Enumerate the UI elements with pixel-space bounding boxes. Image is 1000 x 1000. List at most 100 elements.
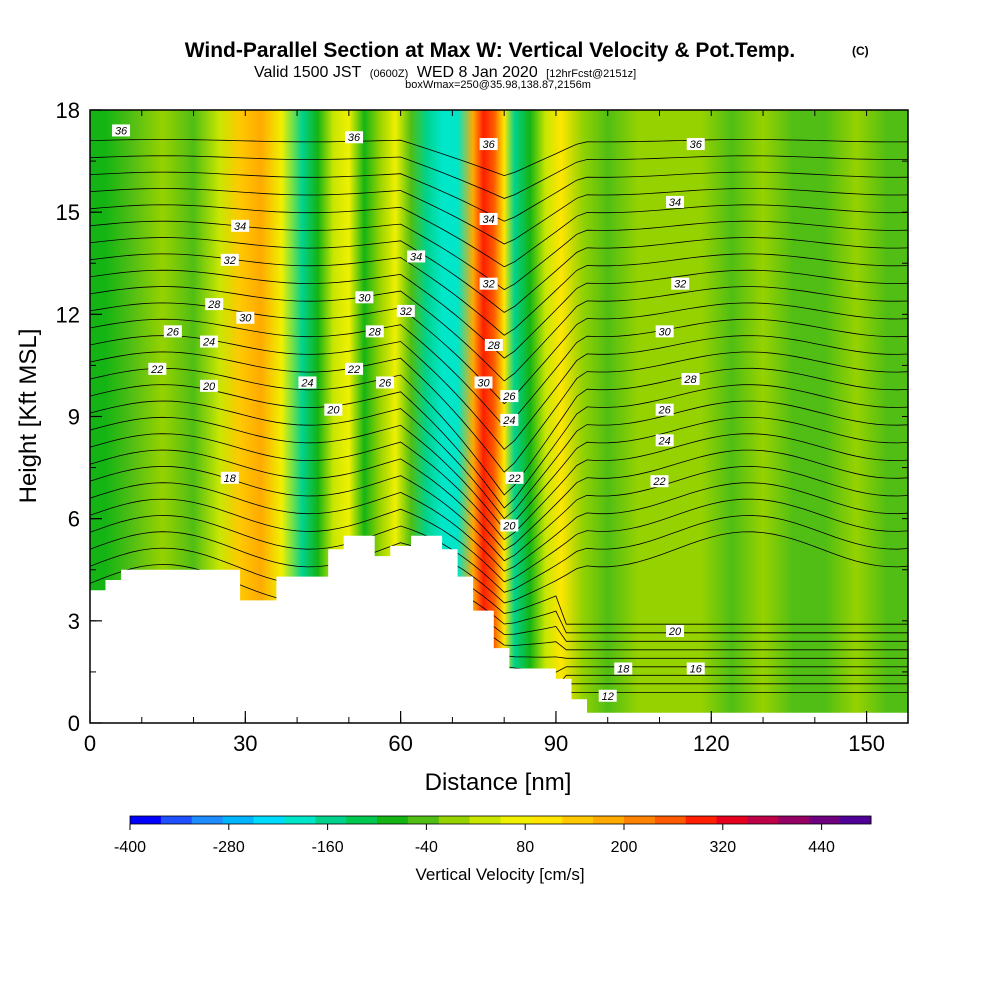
contour-label-bg xyxy=(112,124,131,137)
colorbar-frame xyxy=(129,815,872,825)
contour-label: 36 xyxy=(348,132,361,144)
subtitle-forecast: [12hrFcst@2151z] xyxy=(546,68,636,80)
contour-label-bg xyxy=(500,390,519,403)
isentrope-line xyxy=(90,188,908,245)
y-tick-label: 12 xyxy=(56,302,80,327)
y-tick-label: 0 xyxy=(68,711,80,736)
contour-label: 36 xyxy=(115,125,128,137)
y-tick-label: 9 xyxy=(68,405,80,430)
colorbar-swatch xyxy=(562,816,594,824)
colorbar-swatch xyxy=(284,816,316,824)
colorbar: -400 -280 -160 -40 80 200 320 440 xyxy=(114,815,872,856)
contour-label: 26 xyxy=(658,405,672,417)
x-tick-label: 0 xyxy=(84,731,96,756)
chart-subtitle: Valid 1500 JST (0600Z) WED 8 Jan 2020 [1… xyxy=(254,64,636,81)
contour-label-bg xyxy=(231,219,250,232)
contour-label-bg xyxy=(220,253,239,266)
subtitle-date: WED 8 Jan 2020 xyxy=(417,64,538,81)
isentrope-line xyxy=(90,220,908,291)
colorbar-swatch xyxy=(315,816,347,824)
isentrope-line xyxy=(90,335,908,450)
contour-label: 28 xyxy=(207,299,221,311)
x-tick-label: 120 xyxy=(693,731,730,756)
contour-label: 12 xyxy=(602,691,614,703)
contour-label-bg xyxy=(345,131,364,144)
contour-label-bg xyxy=(666,195,685,208)
isentrope-line xyxy=(90,367,908,496)
isentrope-line xyxy=(90,318,908,428)
x-tick-label: 90 xyxy=(544,731,568,756)
y-axis-label: Height [Kft MSL] xyxy=(15,329,42,504)
contour-label: 32 xyxy=(400,306,412,318)
colorbar-tick-label: 320 xyxy=(709,839,736,856)
x-tick-label: 150 xyxy=(848,731,885,756)
contour-label: 30 xyxy=(477,377,490,389)
isentrope-line xyxy=(90,547,908,625)
contour-label-bg xyxy=(484,338,503,351)
contour-label: 20 xyxy=(326,405,340,417)
isentrope-line xyxy=(90,449,908,551)
contour-label-bg xyxy=(614,662,633,675)
contour-label-bg xyxy=(474,376,493,389)
colorbar-tick-label: -280 xyxy=(213,839,245,856)
terrain-mask xyxy=(90,535,908,723)
contour-label-bg xyxy=(236,311,255,324)
contour-label: 34 xyxy=(234,221,246,233)
isentrope-line xyxy=(90,155,908,199)
contour-label-bg xyxy=(655,403,674,416)
contour-label-bg xyxy=(686,138,705,151)
contour-label: 20 xyxy=(202,381,216,393)
isentrope-line xyxy=(90,400,908,520)
colorbar-label: Vertical Velocity [cm/s] xyxy=(415,865,584,884)
contour-label-bg xyxy=(345,362,364,375)
x-axis: 0 30 60 90 120 150 xyxy=(84,110,885,756)
isentrope-line xyxy=(90,416,908,530)
contour-label-bg xyxy=(376,376,395,389)
isentrope-line xyxy=(90,286,908,382)
contour-label: 32 xyxy=(483,279,495,291)
contour-label: 32 xyxy=(224,255,236,267)
x-tick-label: 60 xyxy=(388,731,412,756)
contour-label-bg xyxy=(686,662,705,675)
contour-label: 22 xyxy=(507,473,520,485)
contour-label: 20 xyxy=(668,626,682,638)
x-axis-label: Distance [nm] xyxy=(425,769,572,796)
contour-label: 26 xyxy=(502,391,516,403)
colorbar-swatch xyxy=(191,816,224,824)
colorbar-swatch xyxy=(222,816,255,824)
colorbar-tick-label: -40 xyxy=(415,839,438,856)
contour-label-bg xyxy=(479,212,498,225)
colorbar-swatch xyxy=(716,816,749,824)
colorbar-swatch xyxy=(469,816,502,824)
isentrope-line xyxy=(90,433,908,541)
isentrope-line xyxy=(90,482,908,572)
subtitle-zulu: (0600Z) xyxy=(370,68,409,80)
chart-title-group: Wind-Parallel Section at Max W: Vertical… xyxy=(185,39,869,91)
contour-label-bg xyxy=(505,471,524,484)
colorbar-tick-label: 440 xyxy=(808,839,835,856)
contour-label-bg xyxy=(200,379,219,392)
contour-label: 34 xyxy=(483,214,495,226)
contour-label-bg xyxy=(148,362,167,375)
colorbar-swatch xyxy=(346,816,378,824)
contour-label: 24 xyxy=(300,377,313,389)
contour-label: 26 xyxy=(166,326,180,338)
isentrope-line xyxy=(90,204,908,268)
x-tick-label: 30 xyxy=(233,731,257,756)
contour-label-bg xyxy=(650,475,669,488)
contour-label: 18 xyxy=(224,473,237,485)
contour-label: 16 xyxy=(690,664,703,676)
contour-label-bg xyxy=(671,277,690,290)
colorbar-swatch xyxy=(130,816,162,824)
contour-label: 28 xyxy=(368,326,382,338)
contour-label-bg xyxy=(500,519,519,532)
contour-label-bg xyxy=(205,298,224,311)
contour-label-bg xyxy=(479,138,498,151)
colorbar-swatch xyxy=(809,816,841,824)
contour-label: 30 xyxy=(358,292,371,304)
contour-label-bg xyxy=(324,403,343,416)
contour-label: 22 xyxy=(150,364,163,376)
contour-label: 34 xyxy=(410,251,422,263)
contour-label: 26 xyxy=(378,377,392,389)
